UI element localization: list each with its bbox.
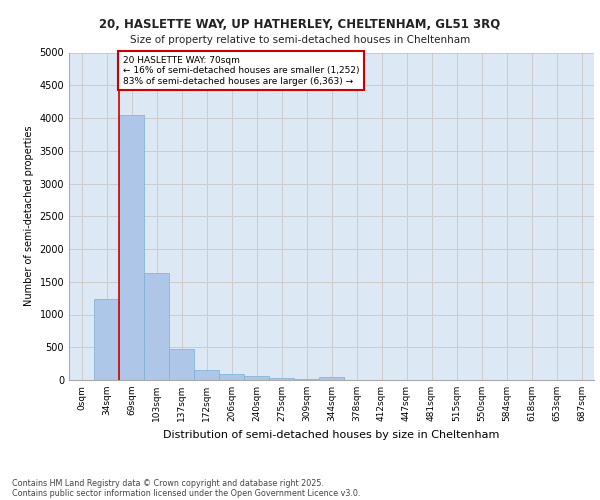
Text: 20 HASLETTE WAY: 70sqm
← 16% of semi-detached houses are smaller (1,252)
83% of : 20 HASLETTE WAY: 70sqm ← 16% of semi-det… xyxy=(123,56,359,86)
Text: Contains public sector information licensed under the Open Government Licence v3: Contains public sector information licen… xyxy=(12,488,361,498)
Bar xyxy=(169,349,194,380)
Text: Contains HM Land Registry data © Crown copyright and database right 2025.: Contains HM Land Registry data © Crown c… xyxy=(12,478,324,488)
Bar xyxy=(319,378,344,380)
Bar xyxy=(144,273,169,380)
Bar xyxy=(244,376,269,380)
Bar xyxy=(194,370,219,380)
Text: Size of property relative to semi-detached houses in Cheltenham: Size of property relative to semi-detach… xyxy=(130,35,470,45)
Text: 20, HASLETTE WAY, UP HATHERLEY, CHELTENHAM, GL51 3RQ: 20, HASLETTE WAY, UP HATHERLEY, CHELTENH… xyxy=(100,18,500,30)
Bar xyxy=(219,374,244,380)
Bar xyxy=(94,300,119,380)
Bar xyxy=(269,378,294,380)
Y-axis label: Number of semi-detached properties: Number of semi-detached properties xyxy=(24,126,34,306)
X-axis label: Distribution of semi-detached houses by size in Cheltenham: Distribution of semi-detached houses by … xyxy=(163,430,500,440)
Bar xyxy=(119,114,144,380)
